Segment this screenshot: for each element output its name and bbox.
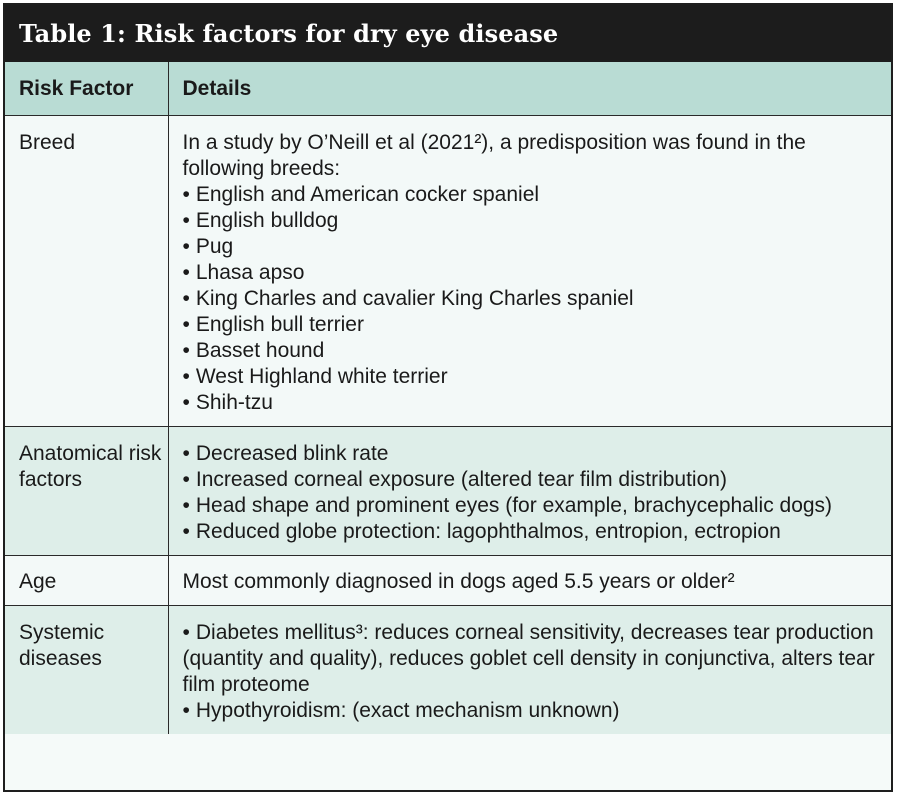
list-item: • West Highland white terrier [183, 364, 878, 390]
bullet: • [182, 183, 190, 206]
list-item-text: Hypothyroidism: (exact mechanism unknown… [195, 699, 620, 722]
bullet: • [182, 520, 190, 543]
risk-factor-table-panel: Table 1: Risk factors for dry eye diseas… [3, 3, 893, 792]
list-item-text: Shih-tzu [195, 391, 273, 414]
factor-cell: Breed [5, 115, 169, 427]
bullet: • [182, 442, 190, 465]
list-item-text: English bulldog [195, 209, 339, 232]
list-item-text: King Charles and cavalier King Charles s… [195, 287, 634, 310]
bullet: • [182, 287, 190, 310]
list-item-text: English and American cocker spaniel [195, 183, 540, 206]
bullet: • [182, 468, 190, 491]
list-item: • Diabetes mellitus³: reduces corneal sen… [183, 620, 878, 698]
bullet: • [182, 365, 190, 388]
list-item: • Decreased blink rate [183, 441, 878, 467]
risk-factor-table: Risk Factor Details Breed In a study by … [5, 62, 891, 734]
list-item: • King Charles and cavalier King Charles … [183, 286, 878, 312]
details-cell: • Decreased blink rate • Increased corneal… [167, 426, 891, 556]
bullet: • [182, 391, 190, 414]
table-row-age: Age Most commonly diagnosed in dogs aged… [5, 555, 891, 606]
bullet: • [182, 261, 190, 284]
list-item: • Head shape and prominent eyes (for exam… [183, 493, 878, 519]
bullet: • [182, 313, 190, 336]
list-item: • Increased corneal exposure (altered tea… [183, 467, 878, 493]
list-item: • Lhasa apso [183, 260, 878, 286]
list-item: • Basset hound [183, 338, 878, 364]
factor-cell: Systemic diseases [5, 605, 169, 734]
table-row-systemic: Systemic diseases • Diabetes mellitus³: r… [5, 605, 891, 734]
bullet: • [182, 209, 190, 232]
list-item-text: Pug [195, 235, 234, 258]
list-item-text: Head shape and prominent eyes (for examp… [195, 494, 833, 517]
list-item: • English bulldog [183, 208, 878, 234]
list-item: • Hypothyroidism: (exact mechanism unknow… [183, 698, 878, 724]
bullet: • [182, 339, 190, 362]
details-cell: In a study by O’Neill et al (2021²), a p… [167, 115, 891, 427]
systemic-list: • Diabetes mellitus³: reduces corneal sen… [183, 620, 878, 724]
bullet: • [182, 699, 190, 722]
list-item-text: West Highland white terrier [195, 365, 448, 388]
breed-list: • English and American cocker spaniel • En… [183, 182, 878, 416]
factor-cell: Anatomical risk factors [5, 426, 169, 556]
table-header-row: Risk Factor Details [5, 62, 891, 116]
list-item-text: Lhasa apso [195, 261, 305, 284]
list-item-text: Increased corneal exposure (altered tear… [195, 468, 727, 491]
anatomical-list: • Decreased blink rate • Increased corneal… [183, 441, 878, 545]
list-item-text: Reduced globe protection: lagophthalmos,… [195, 520, 781, 543]
table-row-breed: Breed In a study by O’Neill et al (2021²… [5, 115, 891, 427]
list-item: • English bull terrier [183, 312, 878, 338]
list-item: • Shih-tzu [183, 390, 878, 416]
list-item-text: Basset hound [195, 339, 325, 362]
list-item: • Reduced globe protection: lagophthalmos… [183, 519, 878, 545]
list-item: • Pug [183, 234, 878, 260]
details-intro: In a study by O’Neill et al (2021²), a p… [182, 131, 806, 180]
header-risk-factor: Risk Factor [5, 62, 169, 116]
bullet: • [182, 494, 190, 517]
header-details: Details [167, 62, 891, 116]
table-row-anatomical: Anatomical risk factors • Decreased blink… [5, 426, 891, 556]
factor-cell: Age [5, 555, 169, 606]
list-item: • English and American cocker spaniel [183, 182, 878, 208]
list-item-text: English bull terrier [195, 313, 364, 336]
list-item-text: Diabetes mellitus³: reduces corneal sens… [182, 621, 875, 696]
list-item-text: Decreased blink rate [195, 442, 389, 465]
details-cell: • Diabetes mellitus³: reduces corneal sen… [167, 605, 891, 734]
bullet: • [182, 621, 190, 644]
details-cell: Most commonly diagnosed in dogs aged 5.5… [167, 555, 891, 606]
bullet: • [182, 235, 190, 258]
table-title: Table 1: Risk factors for dry eye diseas… [5, 5, 891, 62]
